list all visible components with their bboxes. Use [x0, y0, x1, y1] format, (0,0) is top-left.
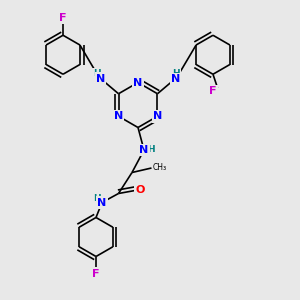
Text: N: N: [134, 77, 142, 88]
Text: H: H: [93, 69, 101, 78]
Text: H: H: [147, 145, 154, 154]
Text: F: F: [59, 13, 67, 23]
Text: N: N: [153, 111, 162, 121]
Text: N: N: [98, 197, 106, 208]
Text: O: O: [136, 185, 145, 196]
Text: CH₃: CH₃: [153, 164, 167, 172]
Text: N: N: [96, 74, 105, 84]
Text: N: N: [171, 74, 180, 84]
Text: N: N: [114, 111, 123, 121]
Text: F: F: [92, 268, 100, 279]
Text: F: F: [209, 86, 217, 96]
Text: N: N: [140, 145, 148, 155]
Text: H: H: [172, 69, 179, 78]
Text: H: H: [93, 194, 101, 203]
